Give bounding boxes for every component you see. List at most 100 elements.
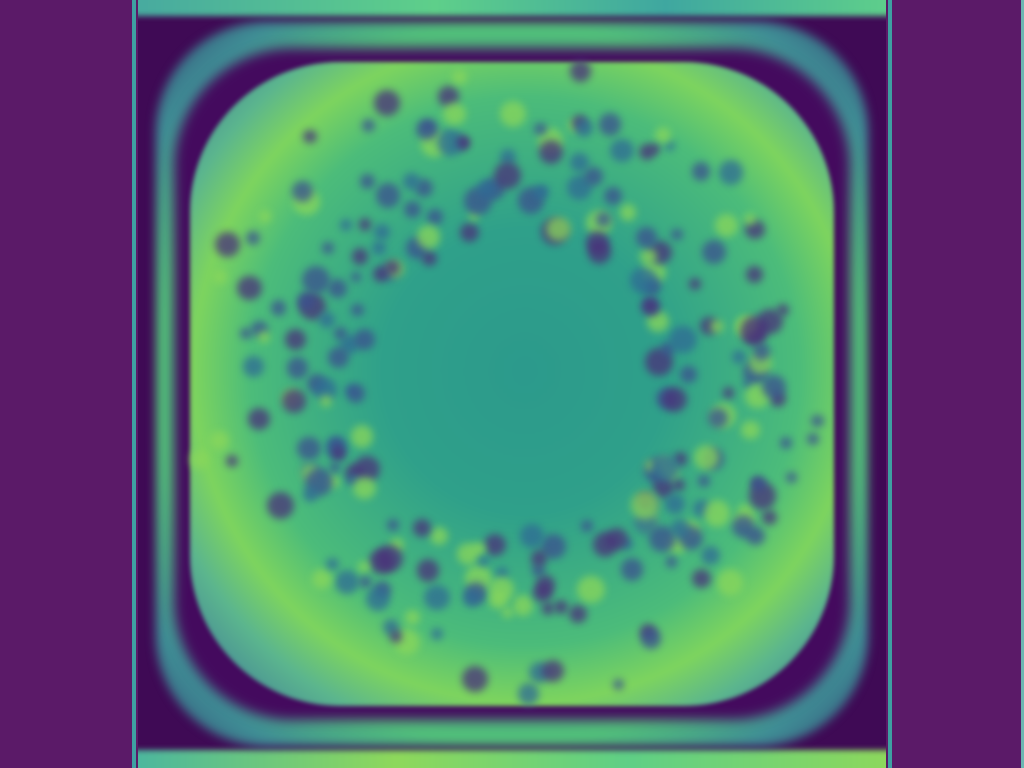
speckle <box>629 266 658 295</box>
speckle <box>459 223 480 243</box>
speckle <box>237 275 263 301</box>
speckle <box>213 270 227 284</box>
speckle <box>743 378 754 390</box>
speckle <box>703 500 731 528</box>
right-margin <box>886 0 1024 768</box>
speckle <box>257 331 271 344</box>
speckle <box>225 454 238 468</box>
speckle <box>530 549 548 567</box>
speckle <box>478 555 489 566</box>
speckle <box>692 569 711 589</box>
speckle <box>584 167 603 187</box>
speckle <box>621 538 634 551</box>
speckle <box>357 560 371 574</box>
top-glow-band <box>138 0 886 16</box>
speckle <box>303 129 317 143</box>
speckle <box>740 316 768 343</box>
speckle <box>373 266 389 282</box>
speckle <box>468 210 480 222</box>
heatmap-field <box>138 0 886 768</box>
speckle <box>359 174 375 190</box>
speckle <box>351 247 369 265</box>
speckle <box>689 277 702 290</box>
speckle <box>538 139 563 164</box>
speckle <box>664 140 676 152</box>
speckle <box>631 491 659 520</box>
speckle <box>243 355 264 377</box>
speckle <box>365 586 390 611</box>
speckle <box>670 519 691 539</box>
speckle <box>512 595 534 616</box>
speckle <box>334 327 348 340</box>
speckle <box>533 583 552 602</box>
speckle <box>780 436 793 449</box>
speckle <box>405 609 420 625</box>
speckle <box>761 509 777 525</box>
speckle <box>375 544 404 573</box>
speckle <box>692 162 711 181</box>
speckle <box>807 432 820 446</box>
speckle <box>586 231 609 255</box>
speckle <box>595 211 612 228</box>
speckle <box>352 476 376 500</box>
speckle <box>640 628 662 650</box>
speckle <box>246 230 261 245</box>
speckle <box>534 122 547 135</box>
edge-frame-line <box>1021 0 1024 768</box>
speckle <box>340 218 353 231</box>
speckle <box>495 566 508 579</box>
speckle <box>553 599 569 615</box>
left-margin <box>0 0 138 768</box>
speckle <box>189 450 209 470</box>
speckle <box>427 208 443 225</box>
speckle <box>599 113 622 136</box>
speckle <box>350 425 373 448</box>
speckle <box>371 240 386 256</box>
speckle <box>620 558 644 581</box>
speckle <box>327 346 349 369</box>
speckle <box>312 568 333 589</box>
speckle <box>536 185 550 199</box>
speckle <box>346 384 365 403</box>
speckle <box>811 414 824 428</box>
speckle <box>412 518 432 538</box>
speckle <box>424 584 451 611</box>
speckle <box>694 444 719 470</box>
speckle <box>653 476 674 498</box>
speckle <box>358 218 371 231</box>
speckle <box>710 319 724 333</box>
speckle <box>722 387 735 400</box>
speckle <box>438 86 459 107</box>
speckle <box>569 604 587 623</box>
speckle <box>541 660 564 683</box>
speckle <box>645 460 656 471</box>
speckle <box>604 186 623 205</box>
speckle <box>570 153 590 173</box>
speckle <box>731 349 747 365</box>
speckle <box>639 248 657 266</box>
speckle <box>416 225 441 249</box>
speckle <box>494 162 521 189</box>
speckle <box>612 678 625 691</box>
speckle <box>361 119 375 133</box>
bottom-glow-band <box>138 750 886 768</box>
speckle <box>285 329 306 350</box>
speckle <box>731 514 755 539</box>
speckle <box>610 138 634 163</box>
speckle <box>421 251 438 267</box>
speckle <box>680 365 697 383</box>
speckle <box>303 486 319 502</box>
speckle <box>499 148 516 165</box>
speckle <box>384 260 400 275</box>
speckle <box>403 173 420 190</box>
speckle <box>319 394 332 407</box>
speckle <box>636 227 657 248</box>
speckle <box>518 683 540 705</box>
speckle <box>580 520 593 532</box>
speckle <box>248 408 270 430</box>
speckle <box>541 602 555 615</box>
speckle <box>669 325 697 354</box>
speckle <box>334 569 359 594</box>
speckle <box>416 559 440 582</box>
